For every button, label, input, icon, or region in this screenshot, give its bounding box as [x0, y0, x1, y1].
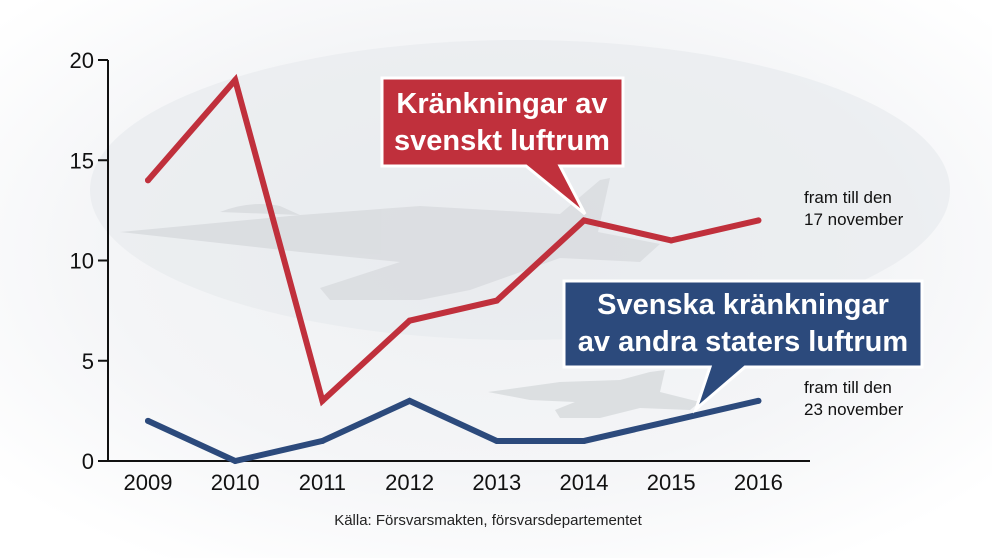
callout-label-line: Kränkningar av [396, 88, 607, 120]
data-point [319, 397, 326, 404]
data-point [581, 437, 587, 444]
callout-box [562, 279, 924, 414]
x-tick-label: 2010 [211, 470, 260, 495]
callout-swedish-airspace: Kränkningar av svenskt luftrum [380, 76, 625, 216]
series-line-swedish-airspace [145, 73, 762, 407]
data-point [755, 217, 762, 224]
y-axis-ticks: 0 5 10 15 20 [70, 48, 108, 474]
data-point [145, 177, 151, 184]
callout-label-line: Svenska kränkningar [597, 289, 889, 321]
end-notes: fram till den 17 november fram till den 23 … [804, 188, 904, 419]
data-point [232, 458, 239, 464]
callout-box [380, 76, 625, 216]
series-line-other-states-airspace [145, 397, 762, 465]
x-axis-ticks: 2009 2010 2011 2012 2013 2014 2015 2016 [124, 470, 783, 495]
data-point [493, 297, 500, 304]
x-tick-label: 2012 [385, 470, 434, 495]
callouts: Kränkningar av svenskt luftrum Svenska krä… [380, 76, 924, 414]
end-note-text: fram till den [804, 378, 892, 397]
y-tick-label: 20 [70, 48, 94, 73]
data-point [406, 317, 413, 324]
callout-label-line: av andra staters luftrum [578, 326, 908, 358]
data-point [232, 77, 239, 84]
fighter-jet-silhouette-small [488, 370, 700, 418]
y-tick-label: 10 [70, 249, 94, 274]
x-tick-label: 2014 [560, 470, 609, 495]
x-tick-label: 2011 [299, 470, 346, 495]
data-point [319, 437, 326, 444]
x-tick-label: 2016 [734, 470, 783, 495]
x-tick-label: 2013 [472, 470, 521, 495]
data-point [668, 237, 675, 244]
end-note-text: 23 november [804, 400, 904, 419]
data-point [493, 437, 500, 444]
end-note-text: 17 november [804, 210, 904, 229]
data-point [755, 397, 762, 404]
source-caption: Källa: Försvarsmakten, försvarsdeparteme… [334, 512, 642, 529]
callout-other-states-airspace: Svenska kränkningar av andra staters luft… [562, 279, 924, 414]
x-tick-label: 2009 [124, 470, 173, 495]
data-point [581, 217, 587, 224]
y-tick-label: 0 [82, 449, 94, 474]
data-point [406, 397, 413, 404]
data-point [145, 417, 151, 424]
series-lines [145, 73, 762, 465]
fighter-jet-silhouette [120, 178, 660, 300]
data-point [668, 417, 675, 424]
y-tick-label: 15 [70, 148, 94, 173]
end-note-text: fram till den [804, 188, 892, 207]
y-tick-label: 5 [82, 349, 94, 374]
x-tick-label: 2015 [647, 470, 696, 495]
callout-label-line: svenskt luftrum [394, 125, 610, 157]
